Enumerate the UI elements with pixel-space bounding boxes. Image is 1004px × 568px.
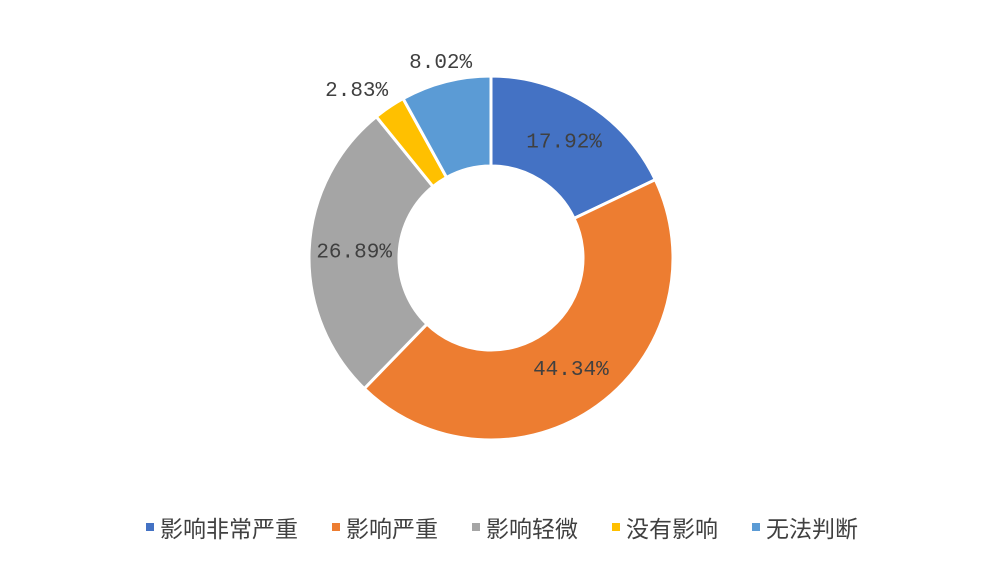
legend-label: 影响严重 (346, 517, 438, 543)
donut-slice (362, 177, 675, 442)
data-label: 8.02% (409, 52, 472, 75)
legend-label: 影响轻微 (486, 517, 578, 543)
legend-item: 没有影响 (612, 510, 718, 544)
legend-item: 影响轻微 (472, 510, 578, 544)
data-label: 44.34% (533, 359, 609, 382)
legend-label: 无法判断 (766, 517, 858, 543)
legend-swatch (472, 523, 480, 531)
legend: 影响非常严重 影响严重 影响轻微 没有影响 无法判断 (0, 510, 1004, 544)
data-label: 17.92% (526, 132, 602, 155)
legend-item: 影响严重 (332, 510, 438, 544)
data-label: 2.83% (325, 80, 388, 103)
legend-swatch (146, 523, 154, 531)
plot: 17.92% 44.34% 26.89% 2.83% 8.02% (307, 52, 675, 442)
legend-label: 影响非常严重 (160, 517, 298, 543)
legend-swatch (612, 523, 620, 531)
data-label: 26.89% (316, 241, 392, 264)
legend-label: 没有影响 (626, 517, 718, 543)
donut-slice (307, 114, 436, 391)
donut-slice (401, 74, 493, 180)
legend-item: 影响非常严重 (146, 510, 298, 544)
legend-swatch (752, 523, 760, 531)
legend-item: 无法判断 (752, 510, 858, 544)
donut-slice (489, 74, 658, 221)
legend-swatch (332, 523, 340, 531)
